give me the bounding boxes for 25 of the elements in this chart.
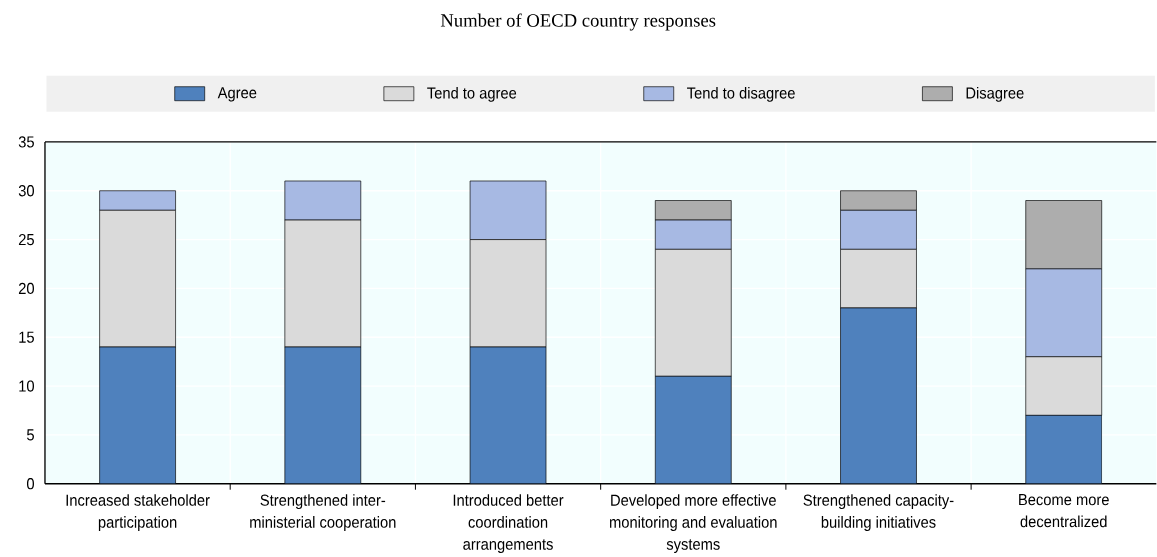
x-tick-label: Strengthened inter-ministerial cooperation (250, 493, 396, 531)
y-tick-label: 15 (19, 331, 34, 343)
bar (284, 346, 362, 484)
x-tick-label: Become more decentralized (1019, 493, 1109, 528)
y-tick-label: 30 (18, 184, 34, 197)
y-tick-label: 35 (18, 136, 34, 148)
bar (654, 375, 732, 484)
legend-label: Tend to disagree (687, 86, 795, 102)
bar (1025, 414, 1103, 484)
legend-label: Disagree (966, 86, 1024, 102)
y-tick-label: 5 (26, 429, 34, 441)
y-tick-label: 20 (18, 282, 34, 294)
x-tick-label: Introduced better coordination arrangements (453, 493, 564, 553)
legend-label: Agree (217, 87, 257, 102)
y-tick-label: 25 (18, 233, 34, 246)
x-tick-label: Developed more effective monitoring and evaluation systems (610, 493, 777, 553)
bar (840, 307, 917, 484)
y-tick-label: 10 (19, 380, 34, 392)
x-tick-label: Increased stakeholder participation (66, 493, 210, 531)
bar (469, 346, 547, 484)
y-tick-label: 0 (26, 477, 35, 490)
chart-title: Number of OECD country responses (440, 13, 716, 31)
bar (99, 346, 176, 484)
x-tick-label: Strengthened capacity-building initiatives (803, 493, 954, 531)
legend-label: Tend to agree (427, 86, 517, 102)
